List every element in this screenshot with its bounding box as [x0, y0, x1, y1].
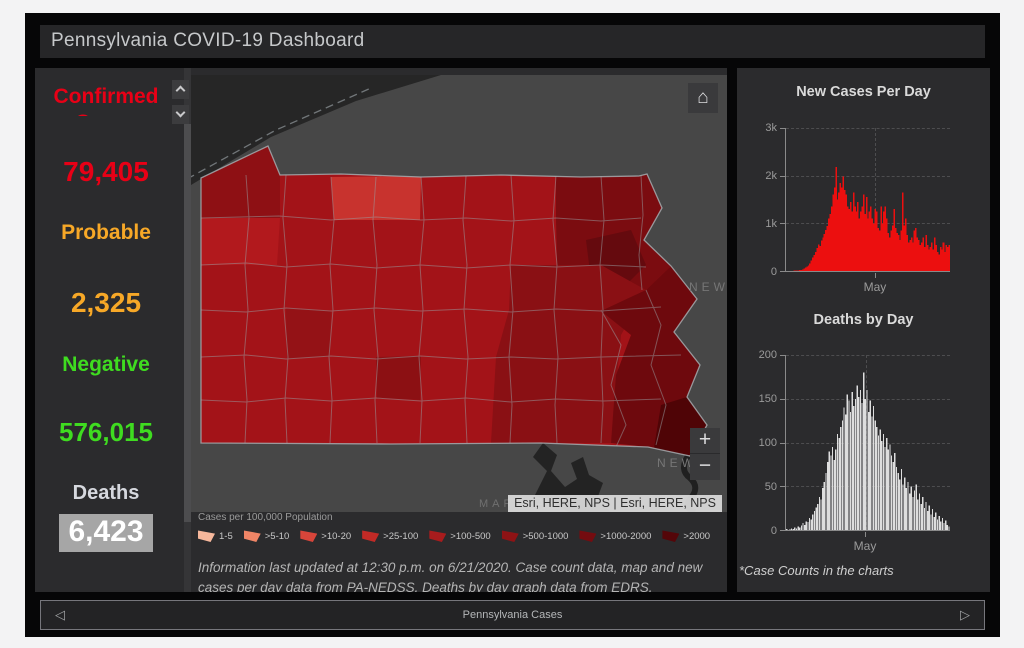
legend-class-label: >2000: [683, 530, 711, 542]
indicator-negative: Negative: [35, 352, 177, 378]
home-button[interactable]: ⌂: [688, 83, 718, 113]
state-outline: [200, 145, 708, 457]
legend-item: >5-10: [243, 530, 290, 542]
chart-title: New Cases Per Day: [796, 84, 931, 100]
scroll-down-button[interactable]: [172, 105, 189, 124]
legend-swatch-icon: [243, 530, 261, 542]
legend-swatch-icon: [300, 530, 318, 542]
indicator-deaths: Deaths: [35, 482, 177, 505]
legend-title: Cases per 100,000 Population: [198, 512, 333, 523]
home-icon: ⌂: [697, 87, 709, 108]
legend-item: >2000: [662, 530, 710, 542]
legend-swatch-icon: [198, 530, 215, 542]
charts-panel: New Cases Per Day 0 1k 2k 3k May Deaths by …: [737, 68, 990, 592]
page-title: Pennsylvania COVID-19 Dashboard: [51, 30, 365, 51]
previous-tab-arrow-icon[interactable]: ◁: [55, 607, 65, 622]
legend-class-label: >25-100: [383, 530, 419, 542]
legend-item: >10-20: [300, 530, 351, 542]
zoom-control: + −: [690, 428, 720, 480]
y-axis: 0 50 100 150 200: [758, 349, 777, 537]
legend-item: >100-500: [429, 530, 491, 542]
lake-border-line: [191, 87, 372, 178]
info-text: Information last updated at 12:30 p.m. o…: [198, 560, 703, 592]
legend-swatches: 1-5 >5-10 >10-20 >25-100 >100-500 >500-1000 >1…: [198, 526, 724, 546]
legend-item: 1-5: [198, 530, 233, 542]
legend-class-label: >5-10: [264, 530, 290, 542]
indicator-negative-value: 576,015: [59, 417, 153, 447]
county-shading: [201, 146, 707, 456]
indicator-deaths-value: 6,423: [35, 514, 177, 552]
chevron-up-icon: [175, 85, 186, 96]
dashboard-frame: Pennsylvania COVID-19 Dashboard Confirme…: [25, 13, 1000, 637]
charts-footnote: *Case Counts in the charts: [739, 563, 894, 578]
lake-erie: [191, 75, 441, 185]
label-new-jersey: NEW: [657, 456, 697, 470]
chevron-down-icon: [175, 107, 186, 118]
indicator-probable-label: Probable: [61, 221, 151, 244]
legend-swatch-icon: [579, 530, 597, 542]
label-new-york: NEW: [689, 280, 727, 294]
indicator-negative-label: Negative: [62, 353, 150, 376]
legend-class-label: >10-20: [321, 530, 352, 542]
indicators-panel: Confirmed Cases 79,405 Probable 2,325 Ne…: [35, 68, 191, 592]
scrollbar-thumb[interactable]: [184, 124, 191, 522]
x-axis: May: [785, 273, 950, 299]
legend-item: >1000-2000: [579, 530, 651, 542]
indicator-deaths-label: Deaths: [72, 482, 140, 504]
legend-class-label: >1000-2000: [600, 530, 652, 542]
tab-pennsylvania-cases: Pennsylvania Cases: [462, 609, 563, 621]
map-panel: NEW NEW MARYLAND ⌂ + − Esri, HERE, NPS |…: [191, 68, 727, 592]
indicator-confirmed-value: 79,405: [63, 156, 149, 187]
scroll-up-button[interactable]: [172, 80, 189, 99]
chesapeake-water: [533, 443, 611, 512]
legend-class-label: >100-500: [450, 530, 491, 542]
county-borders: [201, 174, 682, 448]
indicator-confirmed-label: Confirmed Cases: [53, 85, 159, 116]
plus-icon: +: [698, 428, 712, 451]
map-canvas: NEW NEW MARYLAND: [191, 75, 727, 512]
x-axis: May: [785, 532, 950, 558]
zoom-in-button[interactable]: +: [690, 428, 720, 454]
minus-icon: −: [698, 454, 712, 477]
legend-item: >500-1000: [501, 530, 569, 542]
zoom-out-button[interactable]: −: [690, 454, 720, 480]
legend-item: >25-100: [362, 530, 418, 542]
plot-area: [780, 355, 950, 531]
indicator-probable-value: 2,325: [70, 287, 142, 318]
map-attribution: Esri, HERE, NPS | Esri, HERE, NPS: [508, 495, 722, 512]
legend-class-label: 1-5: [219, 530, 233, 542]
chart-title: Deaths by Day: [813, 312, 914, 328]
legend-swatch-icon: [662, 530, 680, 542]
tab-bar: ◁ Pennsylvania Cases ▷: [40, 600, 985, 630]
y-axis: 0 1k 2k 3k: [765, 122, 777, 278]
next-tab-arrow-icon[interactable]: ▷: [960, 607, 970, 622]
plot-area: [780, 128, 950, 272]
legend-swatch-icon: [362, 530, 380, 542]
legend-swatch-icon: [429, 530, 447, 542]
legend-class-label: >500-1000: [522, 530, 569, 542]
pennsylvania-county-map[interactable]: NEW NEW MARYLAND ⌂ + − Esri, HERE, NPS |…: [191, 75, 727, 512]
panel-scrollbar[interactable]: [184, 68, 191, 592]
header-bar: Pennsylvania COVID-19 Dashboard: [40, 25, 985, 58]
legend-swatch-icon: [501, 530, 519, 542]
indicator-probable: Probable: [35, 220, 177, 246]
indicator-confirmed: Confirmed Cases: [35, 84, 177, 116]
